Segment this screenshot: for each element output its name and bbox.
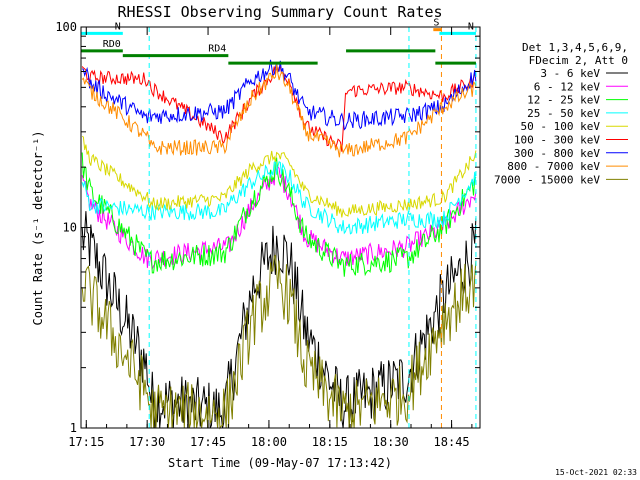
- x-tick-label-6: 18:45: [434, 435, 470, 449]
- legend-label-2: 12 - 25 keV: [527, 94, 600, 107]
- x-tick-label-0: 17:15: [68, 435, 104, 449]
- flag-label-3: RD0: [103, 39, 121, 50]
- series-line-1: [81, 164, 477, 271]
- footer-date: 15-Oct-2021 02:33: [555, 468, 637, 477]
- legend-label-3: 25 - 50 keV: [527, 107, 600, 120]
- y-tick-label-1: 10: [63, 221, 77, 235]
- legend-label-0: 3 - 6 keV: [540, 67, 600, 80]
- x-tick-label-5: 18:30: [373, 435, 409, 449]
- series-line-4: [81, 135, 477, 218]
- series-line-2: [81, 152, 477, 277]
- x-axis-label: Start Time (09-May-07 17:13:42): [168, 456, 392, 470]
- y-tick-label-0: 1: [70, 421, 77, 435]
- flag-label-4: RD4: [208, 44, 226, 55]
- x-tick-label-4: 18:15: [312, 435, 348, 449]
- legend-header-line-2: FDecim 2, Att 0: [529, 54, 628, 67]
- x-tick-label-1: 17:30: [129, 435, 165, 449]
- series-layer: [81, 59, 477, 430]
- legend-label-4: 50 - 100 keV: [521, 120, 601, 133]
- series-line-6: [81, 59, 477, 131]
- y-axis-label: Count Rate (s⁻¹ detector⁻¹): [31, 130, 45, 325]
- legend-label-6: 300 - 800 keV: [514, 147, 600, 160]
- axes: 17:15 17:30 17:45 18:00 18:15 18:30 18:45 1 10 10…: [55, 20, 480, 449]
- series-line-8: [81, 254, 477, 430]
- flag-label-2: S: [433, 18, 439, 29]
- chart-title: RHESSI Observing Summary Count Rates: [117, 3, 442, 21]
- legend-header-line-1: Det 1,3,4,5,6,9,: [522, 41, 628, 54]
- series-line-3: [81, 159, 477, 235]
- series-line-7: [81, 64, 477, 158]
- legend-label-7: 800 - 7000 keV: [507, 160, 600, 173]
- legend-label-8: 7000 - 15000 keV: [494, 173, 600, 186]
- y-tick-label-2: 100: [55, 20, 77, 34]
- legend-label-1: 6 - 12 keV: [534, 80, 601, 93]
- x-tick-label-2: 17:45: [190, 435, 226, 449]
- legend-label-5: 100 - 300 keV: [514, 134, 600, 147]
- x-tick-label-3: 18:00: [251, 435, 287, 449]
